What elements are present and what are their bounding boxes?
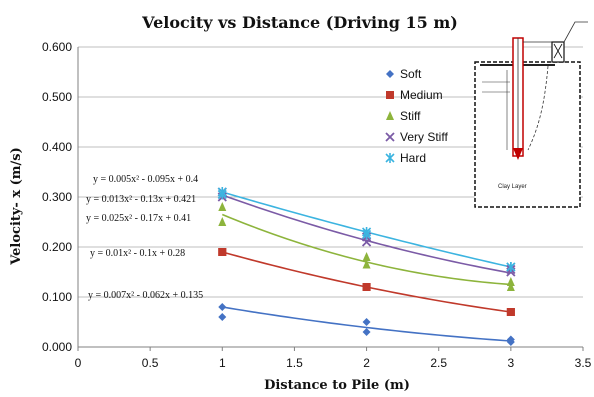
y-tick-label: 0.500: [42, 90, 72, 104]
x-tick-label: 0.5: [142, 356, 159, 370]
x-tick-label: 2: [363, 356, 370, 370]
chart-title: Velocity vs Distance (Driving 15 m): [141, 13, 458, 32]
legend-label-hard: Hard: [400, 151, 426, 165]
y-tick-label: 0.400: [42, 140, 72, 154]
trendline-soft: [222, 306, 511, 342]
data-point-stiff: [362, 259, 371, 269]
legend-marker-stiff: [386, 111, 394, 120]
inset-frame: [474, 61, 581, 208]
data-point-soft: [362, 318, 371, 326]
data-point-medium: [362, 283, 371, 291]
equation-medium: y = 0.01x² - 0.1x + 0.28: [90, 248, 185, 259]
sensor-cross-b: [553, 43, 563, 59]
x-tick-label: 0: [75, 356, 82, 370]
equation-hard: y = 0.005x² - 0.095x + 0.4: [93, 174, 198, 185]
data-point-hard: [217, 187, 227, 197]
x-tick-label: 3.5: [575, 356, 592, 370]
legend-marker-very-stiff: [385, 132, 395, 142]
legend-label-medium: Medium: [400, 88, 443, 102]
x-axis-title: Distance to Pile (m): [264, 378, 410, 393]
x-tick-label: 1.5: [286, 356, 303, 370]
data-point-stiff: [506, 277, 515, 286]
sensor-box: [551, 41, 565, 63]
equation-very-stiff: y = 0.013x² - 0.13x + 0.421: [86, 194, 196, 205]
x-tick-label: 1: [219, 356, 226, 370]
legend-label-soft: Soft: [400, 67, 422, 81]
trendline-equations: y = 0.005x² - 0.095x + 0.4 y = 0.013x² - …: [86, 174, 203, 301]
inset-clay-label: Clay Layer: [498, 184, 527, 190]
y-tick-label: 0.600: [42, 40, 72, 54]
data-point-hard: [506, 262, 516, 272]
data-point-medium: [506, 308, 515, 316]
data-point-hard: [362, 227, 372, 237]
sensor-leader: [563, 21, 588, 43]
y-tick-label: 0.000: [42, 340, 72, 354]
axes: [77, 47, 584, 351]
y-tick-label: 0.200: [42, 240, 72, 254]
data-point-medium: [218, 248, 227, 256]
legend-marker-medium: [386, 91, 394, 99]
wave-arrow: [527, 65, 549, 151]
data-point-stiff: [218, 217, 227, 226]
legend: Soft Medium Stiff Very Stiff Hard: [385, 67, 448, 165]
y-tick-label: 0.100: [42, 290, 72, 304]
data-point-stiff: [218, 202, 227, 211]
legend-marker-soft: [386, 70, 394, 78]
pile-schematic-inset: Clay Layer: [474, 21, 588, 208]
x-tick-labels: 0 0.5 1 1.5 2 2.5 3 3.5: [75, 356, 592, 370]
grid-lines: [78, 46, 583, 298]
trendline-very-stiff: [222, 194, 512, 274]
y-tick-labels: 0.000 0.100 0.200 0.300 0.400 0.500 0.600: [42, 40, 72, 354]
y-tick-label: 0.300: [42, 190, 72, 204]
data-point-soft: [506, 335, 515, 344]
x-tick-label: 3: [508, 356, 515, 370]
legend-marker-hard: [385, 153, 395, 163]
data-point-soft: [218, 313, 227, 321]
data-point-stiff: [506, 282, 515, 291]
y-axis-title: Velocity- x (m/s): [9, 147, 24, 266]
data-point-stiff: [362, 252, 371, 261]
pile-tip: [513, 148, 523, 160]
data-point-soft: [218, 303, 227, 311]
equation-soft: y = 0.007x² - 0.062x + 0.135: [88, 290, 203, 301]
x-tick-label: 2.5: [430, 356, 447, 370]
legend-label-stiff: Stiff: [400, 109, 421, 123]
data-point-soft: [362, 328, 371, 336]
trendline-stiff: [221, 213, 511, 286]
equation-stiff: y = 0.025x² - 0.17x + 0.41: [86, 213, 191, 224]
data-points: [217, 187, 516, 346]
legend-label-very-stiff: Very Stiff: [400, 130, 448, 144]
